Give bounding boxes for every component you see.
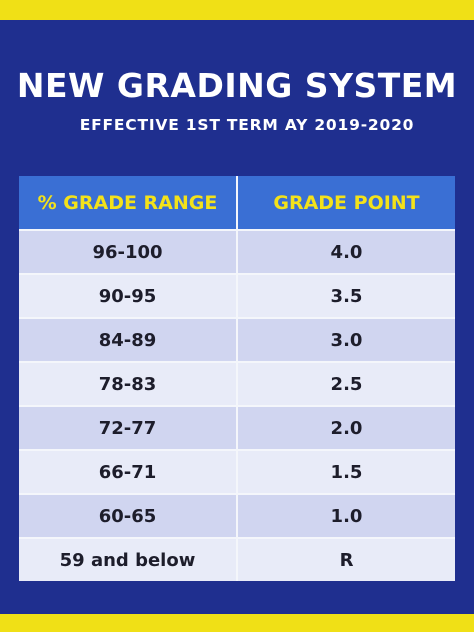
grade-range-cell: 84-89: [19, 317, 238, 362]
table-row: 60-65 1.0: [19, 493, 455, 538]
grade-point-cell: 2.0: [237, 405, 455, 450]
top-stripe: [0, 0, 474, 20]
grading-table: % GRADE RANGE GRADE POINT 96-100 4.0 90-…: [19, 176, 455, 581]
grade-range-cell: 66-71: [19, 449, 238, 494]
header-grade-range: % GRADE RANGE: [19, 176, 238, 230]
bottom-stripe: [0, 614, 474, 632]
table-row: 78-83 2.5: [19, 361, 455, 406]
table-row: 59 and below R: [19, 537, 455, 581]
grade-point-cell: 1.0: [237, 493, 455, 538]
header-grade-point: GRADE POINT: [237, 176, 455, 230]
table-row: 72-77 2.0: [19, 405, 455, 450]
page-subtitle: EFFECTIVE 1ST TERM AY 2019-2020: [79, 116, 415, 134]
grade-point-cell: 3.0: [237, 317, 455, 362]
grade-range-cell: 78-83: [19, 361, 238, 406]
grade-range-cell: 72-77: [19, 405, 238, 450]
grade-point-cell: R: [237, 537, 455, 581]
grade-range-cell: 90-95: [19, 273, 238, 318]
table-row: 66-71 1.5: [19, 449, 455, 494]
grade-point-cell: 4.0: [237, 229, 455, 274]
grade-point-cell: 1.5: [237, 449, 455, 494]
grade-range-cell: 96-100: [19, 229, 238, 274]
table-header-row: % GRADE RANGE GRADE POINT: [19, 176, 455, 230]
table-row: 90-95 3.5: [19, 273, 455, 318]
page-title: NEW GRADING SYSTEM: [16, 66, 458, 105]
table-row: 84-89 3.0: [19, 317, 455, 362]
grade-point-cell: 2.5: [237, 361, 455, 406]
grade-point-cell: 3.5: [237, 273, 455, 318]
table-row: 96-100 4.0: [19, 229, 455, 274]
grade-range-cell: 60-65: [19, 493, 238, 538]
grade-range-cell: 59 and below: [19, 537, 238, 581]
